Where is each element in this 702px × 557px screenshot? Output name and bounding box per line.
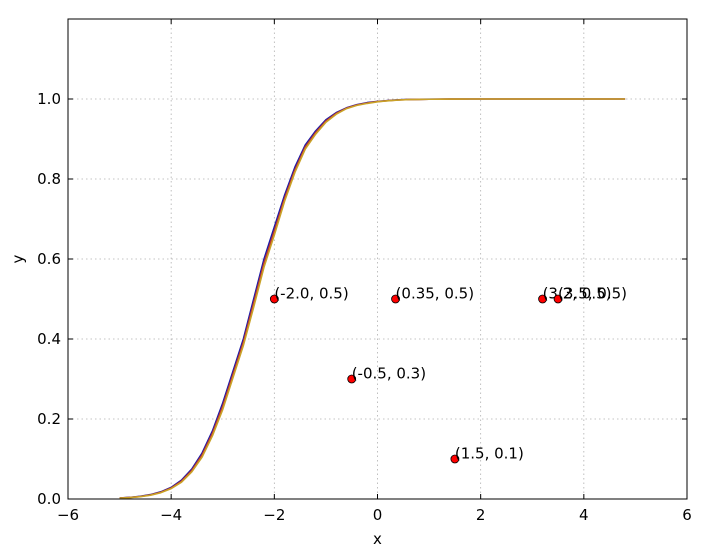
y-tick-label: 1.0	[37, 90, 61, 108]
x-tick-label: −6	[57, 506, 79, 524]
data-point	[391, 294, 400, 304]
data-point-label: (-2.0, 0.5)	[274, 285, 348, 303]
y-tick-label: 0.4	[37, 330, 61, 348]
data-point	[450, 454, 460, 464]
series-lines	[119, 98, 626, 499]
data-point-label: (0.35, 0.5)	[396, 285, 475, 303]
x-axis-label: x	[373, 530, 382, 548]
y-tick-label: 0.6	[37, 250, 61, 268]
x-tick-label: −2	[263, 506, 285, 524]
data-point	[269, 294, 279, 304]
x-tick-label: 6	[682, 506, 692, 524]
data-point-label: (3.5, 0.5)	[558, 285, 627, 303]
data-points: (-2.0, 0.5) (0.35, 0.5) (3.2, 0.5)(3.5, 0.…	[269, 285, 627, 464]
series-line-3	[119, 98, 626, 499]
y-tick-label: 0.2	[37, 410, 61, 428]
data-point-label: (1.5, 0.1)	[455, 445, 524, 463]
grid	[68, 19, 687, 499]
y-axis-label: y	[9, 254, 27, 263]
data-point-label: (-0.5, 0.3)	[352, 365, 426, 383]
x-tick-label: 4	[579, 506, 589, 524]
y-tick-label: 0.8	[37, 170, 61, 188]
x-tick-label: 2	[476, 506, 486, 524]
data-point	[347, 374, 357, 384]
x-tick-label: −4	[160, 506, 182, 524]
y-tick-label: 0.0	[37, 490, 61, 508]
data-point	[553, 294, 563, 304]
ticks: −6 −4 −2 0 2 4 6 0.0 0.2 0.4 0.6 0.8 1.0	[37, 19, 692, 524]
x-tick-label: 0	[373, 506, 383, 524]
data-point	[538, 294, 547, 304]
